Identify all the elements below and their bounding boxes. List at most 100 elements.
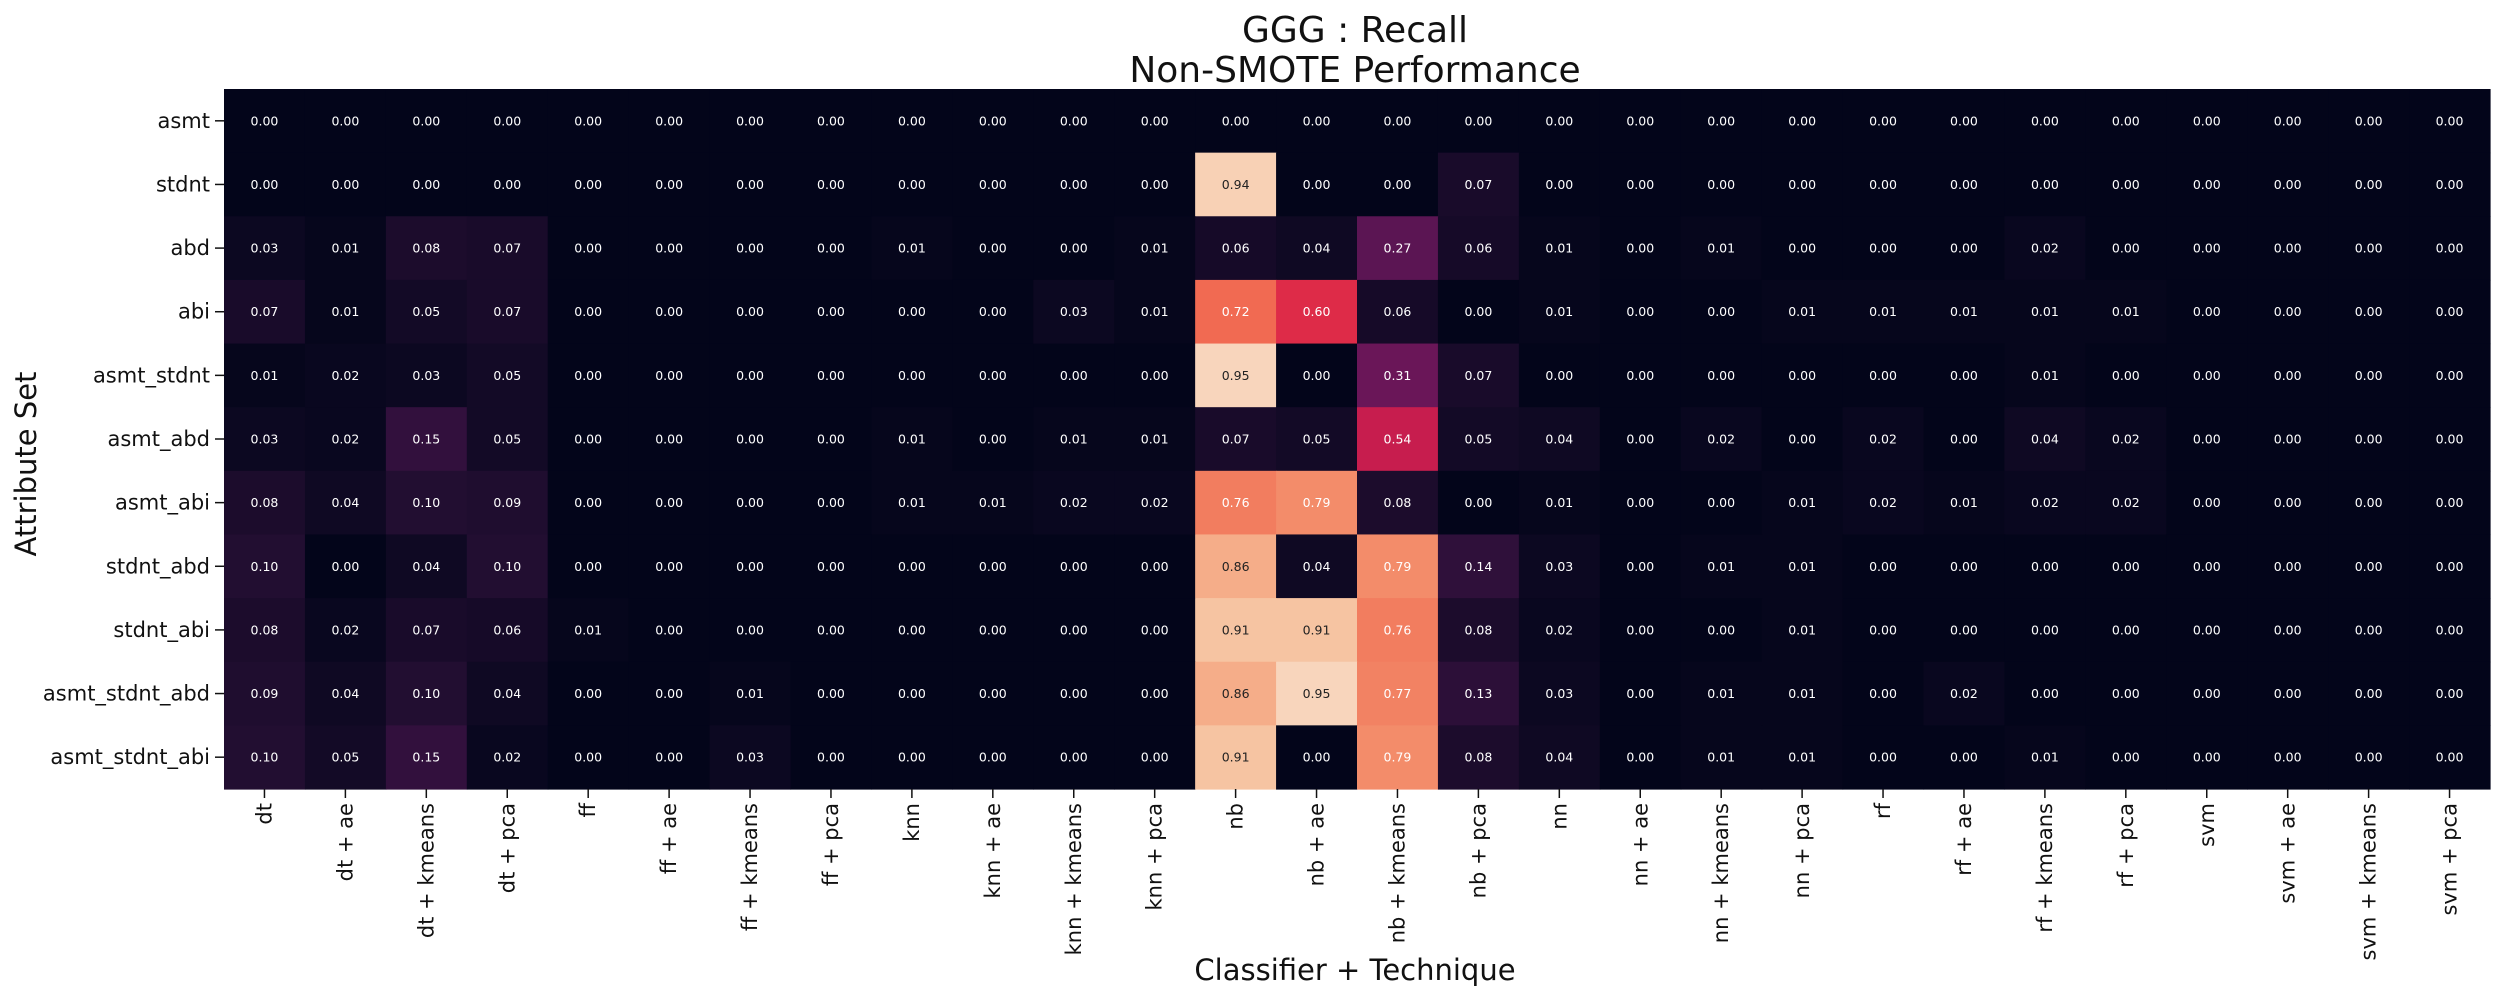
cell-value-label: 0.00	[817, 495, 845, 510]
heatmap-cell	[790, 470, 873, 536]
heatmap-cell	[385, 661, 468, 726]
heatmap-cell	[1842, 661, 1925, 726]
x-tick-label: rf + ae	[1952, 803, 1976, 876]
cell-value-label: 0.00	[2112, 241, 2140, 256]
heatmap-cell	[1599, 216, 1682, 281]
heatmap-cell	[547, 470, 630, 536]
cell-value-label: 0.00	[2355, 686, 2383, 701]
heatmap-cell	[1276, 725, 1358, 790]
heatmap-cell	[1114, 407, 1196, 472]
cell-value-label: 0.00	[1626, 241, 1654, 256]
heatmap-cell	[1437, 89, 1520, 154]
cell-value-label: 0.00	[574, 304, 602, 319]
cell-value-label: 0.00	[1626, 495, 1654, 510]
heatmap-cell	[224, 470, 306, 536]
cell-value-label: 0.00	[2274, 495, 2302, 510]
cell-value-label: 0.00	[1950, 432, 1978, 447]
cell-value-label: 0.00	[2112, 622, 2140, 637]
heatmap-cell	[2328, 89, 2410, 154]
cell-value-label: 0.02	[1950, 686, 1978, 701]
heatmap-cell	[1761, 725, 1844, 790]
heatmap-cell	[1842, 598, 1925, 663]
cell-value-label: 0.00	[1222, 113, 1250, 128]
heatmap-cell	[466, 470, 549, 536]
heatmap-cell	[1357, 470, 1439, 536]
x-tick-label: dt	[252, 803, 276, 825]
cell-value-label: 0.01	[331, 241, 359, 256]
cell-value-label: 0.15	[412, 750, 440, 765]
cell-value-label: 0.00	[1707, 304, 1735, 319]
cell-value-label: 0.00	[1060, 113, 1088, 128]
cell-value-label: 0.00	[1869, 368, 1897, 383]
cell-value-label: 0.04	[1303, 559, 1331, 574]
heatmap-cells: 0.00 0.00 0.00 0.00 0.00 0.00 0.00 0.00 0.00 0.00…	[224, 89, 2491, 790]
cell-value-label: 0.00	[331, 113, 359, 128]
cell-value-label: 0.10	[412, 495, 440, 510]
y-tick-label: asmt_stdnt_abi	[50, 745, 210, 770]
cell-value-label: 0.72	[1222, 304, 1250, 319]
cell-value-label: 0.00	[574, 559, 602, 574]
cell-value-label: 0.27	[1384, 241, 1412, 256]
heatmap-cell	[224, 152, 306, 217]
cell-value-label: 0.00	[2193, 750, 2221, 765]
heatmap-cell	[952, 598, 1034, 663]
cell-value-label: 0.00	[1141, 177, 1169, 192]
heatmap-cell	[2085, 216, 2167, 281]
heatmap-cell	[2328, 534, 2410, 599]
chart-subtitle: Non-SMOTE Performance	[1129, 50, 1580, 91]
cell-value-label: 0.10	[251, 750, 279, 765]
cell-value-label: 0.00	[817, 113, 845, 128]
cell-value-label: 0.31	[1384, 368, 1412, 383]
cell-value-label: 0.00	[2274, 241, 2302, 256]
cell-value-label: 0.09	[493, 495, 521, 510]
cell-value-label: 0.00	[2274, 559, 2302, 574]
heatmap-cell	[385, 407, 468, 472]
heatmap-cell	[1923, 661, 2006, 726]
cell-value-label: 0.00	[2274, 622, 2302, 637]
cell-value-label: 0.79	[1384, 559, 1412, 574]
heatmap-cell	[1195, 89, 1277, 154]
cell-value-label: 0.00	[736, 559, 764, 574]
heatmap-cell	[2085, 725, 2167, 790]
cell-value-label: 0.00	[979, 686, 1007, 701]
heatmap-cell	[1033, 661, 1115, 726]
heatmap-cell	[1842, 89, 1925, 154]
cell-value-label: 0.00	[1950, 241, 1978, 256]
heatmap-cell	[1761, 470, 1844, 536]
cell-value-label: 0.00	[2193, 113, 2221, 128]
heatmap-cell	[547, 407, 630, 472]
heatmap-cell	[1437, 279, 1520, 345]
heatmap-cell	[2328, 598, 2410, 663]
cell-value-label: 0.00	[979, 559, 1007, 574]
cell-value-label: 0.03	[1545, 686, 1573, 701]
heatmap-cell	[1437, 725, 1520, 790]
x-tick-label: ff + ae	[657, 803, 681, 874]
cell-value-label: 0.86	[1222, 686, 1250, 701]
cell-value-label: 0.02	[331, 432, 359, 447]
cell-value-label: 0.00	[1869, 177, 1897, 192]
heatmap-cell	[1680, 152, 1763, 217]
heatmap-cell	[1680, 661, 1763, 726]
heatmap-cell	[2409, 152, 2491, 217]
heatmap-cell	[385, 343, 468, 408]
cell-value-label: 0.00	[2031, 113, 2059, 128]
cell-value-label: 0.00	[2031, 177, 2059, 192]
heatmap-cell	[1195, 598, 1277, 663]
cell-value-label: 0.00	[2274, 750, 2302, 765]
heatmap-cell	[1923, 470, 2006, 536]
cell-value-label: 0.00	[1626, 432, 1654, 447]
cell-value-label: 0.00	[2436, 750, 2464, 765]
heatmap-cell	[304, 343, 387, 408]
heatmap-cell	[1357, 661, 1439, 726]
heatmap-cell	[1276, 343, 1358, 408]
cell-value-label: 0.00	[979, 432, 1007, 447]
cell-value-label: 0.01	[898, 432, 926, 447]
x-tick-label: knn	[900, 803, 924, 842]
cell-value-label: 0.00	[655, 113, 683, 128]
cell-value-label: 0.01	[1788, 750, 1816, 765]
cell-value-label: 0.04	[412, 559, 440, 574]
heatmap-cell	[2409, 470, 2491, 536]
cell-value-label: 0.00	[1303, 750, 1331, 765]
heatmap-cell	[1761, 89, 1844, 154]
